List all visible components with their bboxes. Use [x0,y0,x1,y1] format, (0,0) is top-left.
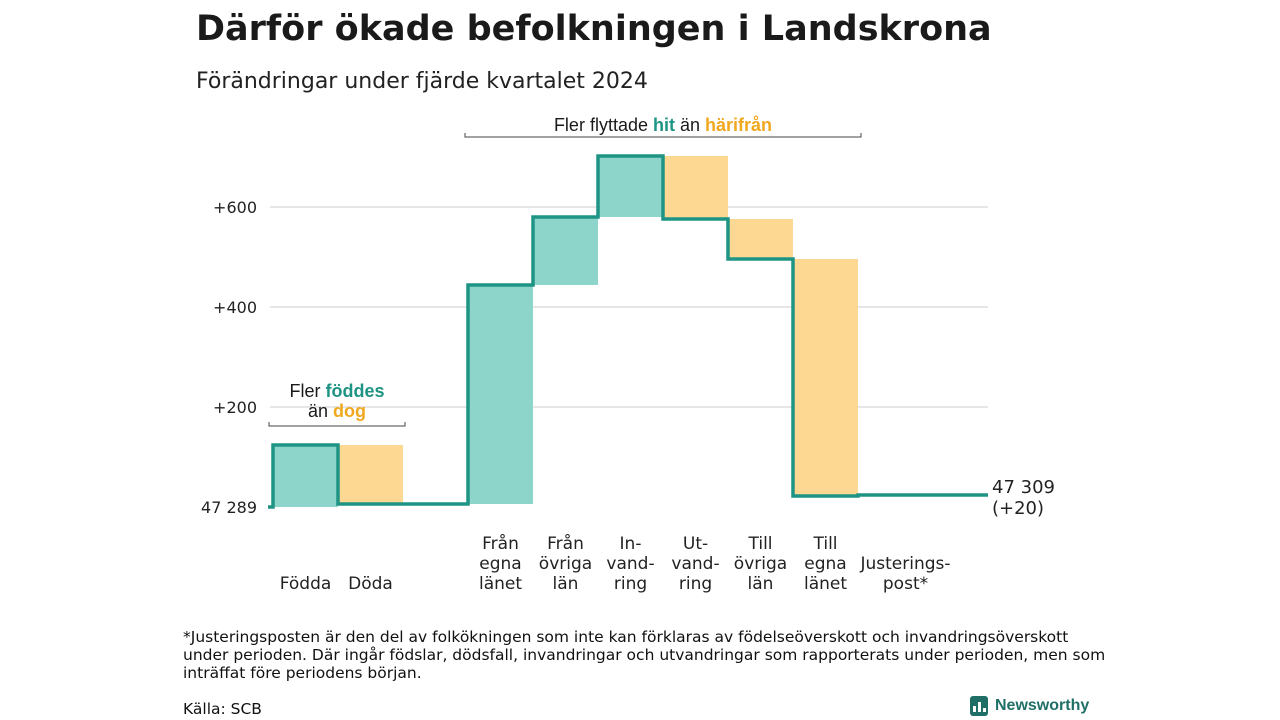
annotation-bracket [464,133,862,138]
end-value-label: 47 309 [992,477,1055,498]
category-label: Till [812,534,837,554]
category-label: post* [883,574,928,594]
category-label: vand- [671,554,719,574]
y-baseline-label: 47 289 [201,498,257,517]
bar-chart-icon [970,696,988,716]
waterfall-bar [663,156,728,219]
category-label: egna [479,554,521,574]
newsworthy-logo: Newsworthy [970,696,1089,716]
waterfall-bar [533,217,598,285]
category-label: Födda [280,574,332,594]
category-label: Döda [348,574,393,594]
waterfall-bar [728,219,793,259]
annotation-text-part: föddes [325,381,384,401]
annotation-text-part: härifrån [705,115,772,135]
waterfall-bar [338,445,403,504]
source-note: Källa: SCB [183,700,262,718]
annotation-text-part: Fler flyttade [554,115,653,135]
cumulative-step-line [268,154,988,509]
annotation-migration: Fler flyttade hit än härifrån [554,115,772,135]
waterfall-bar [793,259,858,496]
annotation-text-part: dog [333,401,366,421]
category-label: ring [614,574,647,594]
footnote: *Justeringsposten är den del av folkökni… [183,628,1106,682]
category-label: Justerings- [859,554,950,574]
waterfall-bar [273,445,338,507]
annotation-text-part: hit [653,115,675,135]
category-label: län [553,574,579,594]
category-label: Till [747,534,772,554]
category-label: Ut- [683,534,708,554]
annotation-text-part: än [308,401,333,421]
end-change-label: (+20) [992,498,1044,519]
annotation-births-line2: än dog [308,401,366,421]
category-label: vand- [606,554,654,574]
category-label: övriga [539,554,592,574]
annotation-births-line1: Fler föddes [289,381,384,401]
category-label: övriga [734,554,787,574]
category-label: egna [804,554,846,574]
page-title: Därför ökade befolkningen i Landskrona [196,9,992,49]
y-tick-label: +200 [213,398,257,417]
category-label: ring [679,574,712,594]
annotation-text-part: än [675,115,705,135]
logo-text: Newsworthy [995,697,1090,714]
category-label: län [748,574,774,594]
annotation-bracket [268,422,406,427]
category-label: In- [620,534,642,554]
waterfall-bar [598,156,663,217]
category-label: länet [479,574,522,594]
page-subtitle: Förändringar under fjärde kvartalet 2024 [196,69,648,94]
y-tick-label: +600 [213,198,257,217]
category-label: Från [547,533,584,554]
category-label: länet [804,574,847,594]
waterfall-bar [468,285,533,504]
category-label: Från [482,533,519,554]
y-tick-label: +400 [213,298,257,317]
annotation-text-part: Fler [289,381,325,401]
